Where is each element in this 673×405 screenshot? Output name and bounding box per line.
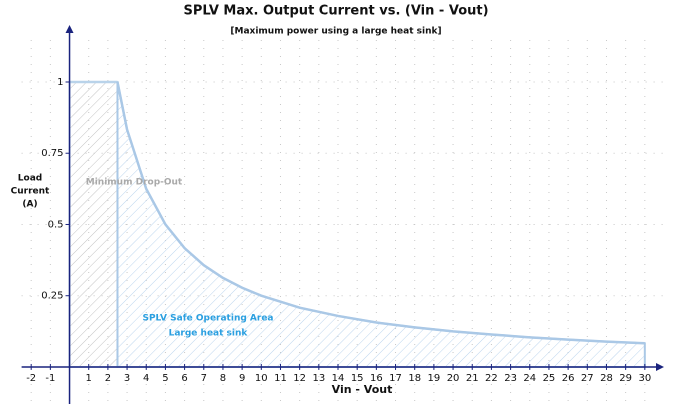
x-tick-label: 5 xyxy=(162,373,168,384)
x-tick-label: 28 xyxy=(600,373,613,384)
x-axis-arrow xyxy=(656,362,664,371)
region-label: Minimum Drop-Out xyxy=(86,178,183,188)
x-tick-label: 11 xyxy=(274,373,287,384)
x-tick-label: 1 xyxy=(86,373,92,384)
y-axis-label: Current xyxy=(11,187,50,197)
y-axis-label: Load xyxy=(18,174,42,184)
x-tick-label: 30 xyxy=(638,373,651,384)
x-tick-label: -1 xyxy=(45,373,55,384)
x-tick-label: 19 xyxy=(428,373,441,384)
x-tick-label: 26 xyxy=(562,373,575,384)
region-label: SPLV Safe Operating Area xyxy=(142,314,273,324)
y-tick-label: 0.75 xyxy=(41,148,63,159)
x-tick-label: 3 xyxy=(124,373,130,384)
region-edge xyxy=(116,81,645,345)
x-axis-label: Vin - Vout xyxy=(332,383,393,396)
x-tick-label: 24 xyxy=(523,373,536,384)
x-tick-label: -2 xyxy=(26,373,36,384)
chart-title: SPLV Max. Output Current vs. (Vin - Vout… xyxy=(183,4,488,19)
y-tick-label: 0.5 xyxy=(48,219,64,230)
x-tick-label: 10 xyxy=(255,373,268,384)
y-axis-label: (A) xyxy=(22,200,37,210)
x-tick-label: 25 xyxy=(543,373,556,384)
region-label: Large heat sink xyxy=(169,329,249,339)
y-tick-label: 1 xyxy=(57,77,63,88)
x-tick-label: 23 xyxy=(504,373,517,384)
chart-subtitle: [Maximum power using a large heat sink] xyxy=(230,27,441,37)
x-tick-label: 9 xyxy=(239,373,245,384)
x-tick-label: 27 xyxy=(581,373,594,384)
x-tick-label: 16 xyxy=(370,373,383,384)
region-fill xyxy=(68,80,119,368)
x-tick-label: 22 xyxy=(485,373,498,384)
x-tick-label: 18 xyxy=(408,373,421,384)
x-tick-label: 13 xyxy=(312,373,325,384)
x-tick-label: 2 xyxy=(105,373,111,384)
x-tick-label: 15 xyxy=(351,373,364,384)
y-axis-arrow xyxy=(65,25,74,33)
x-tick-label: 7 xyxy=(201,373,207,384)
plot xyxy=(68,80,646,368)
x-tick-label: 20 xyxy=(447,373,460,384)
x-tick-label: 14 xyxy=(332,373,345,384)
x-tick-label: 6 xyxy=(181,373,187,384)
x-tick-label: 8 xyxy=(220,373,226,384)
y-tick-label: 0.25 xyxy=(41,291,63,302)
x-tick-label: 17 xyxy=(389,373,402,384)
x-tick-label: 21 xyxy=(466,373,479,384)
x-tick-label: 29 xyxy=(619,373,632,384)
x-tick-label: 4 xyxy=(143,373,149,384)
x-tick-label: 12 xyxy=(293,373,306,384)
